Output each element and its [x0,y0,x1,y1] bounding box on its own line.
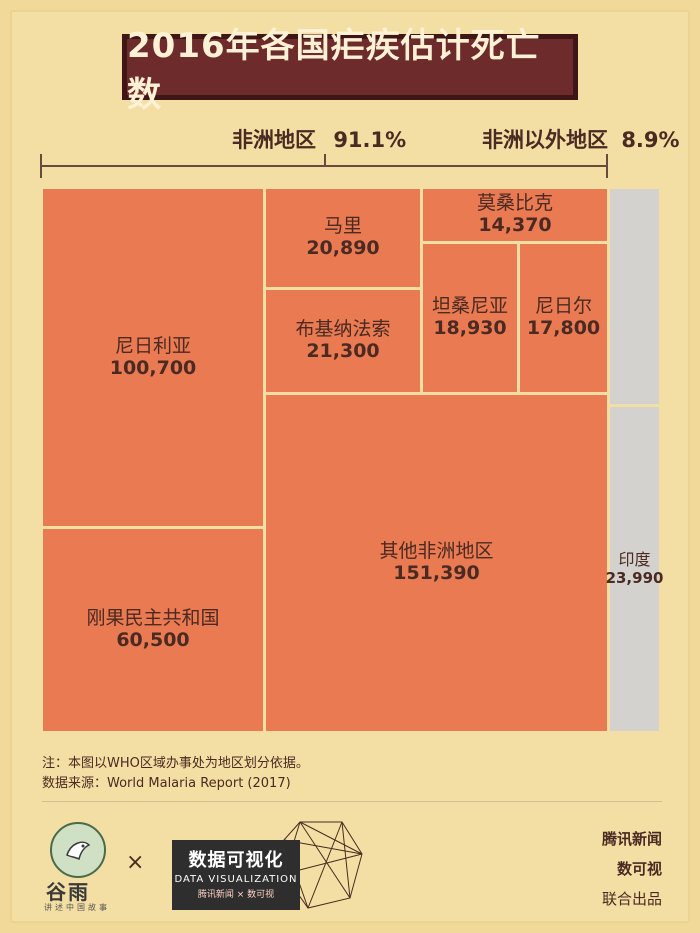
cell-value: 100,700 [109,356,197,379]
dv-title: 数据可视化 [188,850,284,871]
non-africa-region-name: 非洲以外地区 [482,128,608,152]
treemap-chart: 尼日利亚 100,700 刚果民主共和国 60,500 马里 20,890 布基… [40,186,664,734]
cell-label: 尼日尔 [534,295,592,318]
cell-value: 21,300 [306,340,380,362]
cell-drc: 刚果民主共和国 60,500 [40,526,266,734]
guyu-logo-icon [50,822,106,878]
credit-shukeshi: 数可视 [616,860,662,878]
cell-nigeria: 尼日利亚 100,700 [40,186,266,529]
cell-value: 151,390 [393,562,480,584]
cell-value: 17,800 [526,317,601,339]
dv-partners: 腾讯新闻 × 数可视 [197,890,275,900]
cell-label: 莫桑比克 [476,192,553,215]
cell-label: 刚果民主共和国 [86,607,220,630]
cell-niger: 尼日尔 17,800 [517,241,610,395]
cell-value: 23,990 [605,568,664,587]
footer-divider [42,801,662,802]
cell-burkina-faso: 布基纳法索 21,300 [263,287,423,395]
cell-tanzania: 坦桑尼亚 18,930 [420,241,520,395]
cell-value: 60,500 [116,629,190,651]
credit-joint-production: 联合出品 [601,890,662,908]
cell-label: 马里 [323,215,362,238]
credit-tencent-news: 腾讯新闻 [601,830,662,848]
cell-mozambique: 莫桑比克 14,370 [420,186,610,244]
title-banner: 2016年各国疟疾估计死亡数 [122,26,578,115]
cell-mali: 马里 20,890 [263,186,423,290]
non-africa-region-label: 非洲以外地区 8.9% [482,124,680,154]
cell-other-africa: 其他非洲地区 151,390 [263,392,610,734]
cell-label: 尼日利亚 [114,334,191,357]
cell-value: 14,370 [478,214,552,236]
africa-region-name: 非洲地区 [232,128,316,152]
africa-bracket [40,154,608,178]
cell-value: 20,890 [306,237,380,259]
guyu-logo-text: 谷雨 [46,880,90,904]
africa-region-pct: 91.1% [333,128,407,152]
cell-non-africa-other [607,186,662,407]
cell-value: 18,930 [433,317,507,339]
cell-label: 印度 [618,550,651,570]
cell-india: 印度 23,990 [605,404,664,734]
guyu-logo-subtitle: 讲述中国故事 [44,903,110,912]
cell-label: 布基纳法索 [295,318,391,341]
note-region-basis: 注：本图以WHO区域办事处为地区划分依据。 [42,756,309,771]
africa-region-label: 非洲地区 91.1% [232,124,406,154]
cell-label: 坦桑尼亚 [431,295,508,318]
collab-times-icon: × [126,850,145,875]
data-visualization-logo: 数据可视化 DATA VISUALIZATION 腾讯新闻 × 数可视 [172,840,300,910]
dv-subtitle: DATA VISUALIZATION [174,874,298,885]
page-title: 2016年各国疟疾估计死亡数 [127,26,541,115]
note-data-source: 数据来源：World Malaria Report (2017) [42,776,291,791]
cell-label: 其他非洲地区 [379,540,494,563]
non-africa-region-pct: 8.9% [621,128,680,152]
